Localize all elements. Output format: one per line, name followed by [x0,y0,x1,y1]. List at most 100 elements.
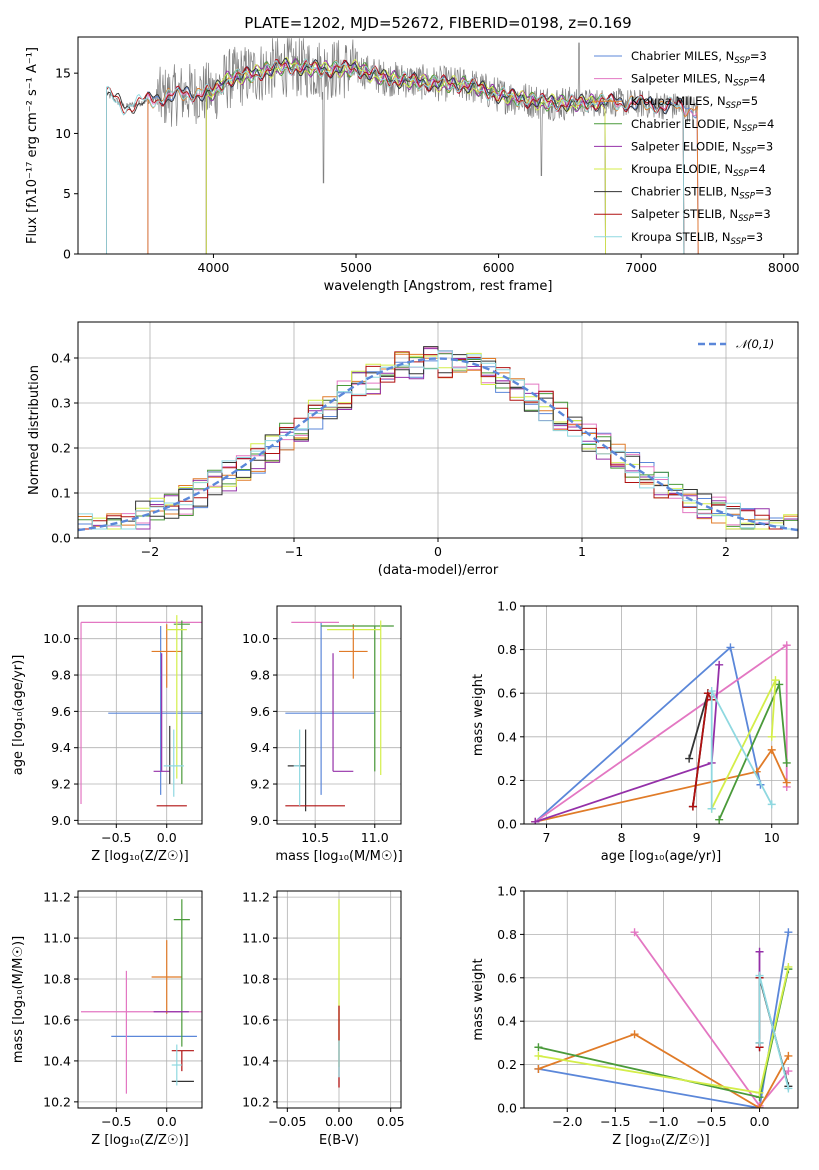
x-tick-label: −2.0 [552,1114,582,1129]
y-tick-label: 10.8 [43,972,71,987]
panel-mass-vs-Z: −0.5 0.0 10.2 10.4 10.6 10.8 11.0 11.2 Z [log₁₀(… [11,890,203,1148]
y-tick-label: 0.4 [497,729,517,744]
weight-marker [630,928,639,937]
x-tick-label: 5000 [340,260,372,275]
y-tick-label: 10.2 [43,1094,71,1109]
weight-marker [707,687,716,696]
axes-frame [276,890,402,1109]
y-tick-label: 10.0 [242,631,270,646]
x-tick-label: 0.05 [377,1114,405,1129]
plot-area [80,615,202,807]
x-tick-label: −1.5 [600,1114,630,1129]
y-tick-label: 10.4 [242,1053,270,1068]
y-tick-label: 9.8 [51,668,71,683]
x-tick-label: 10.5 [301,830,329,845]
weight-marker [715,815,724,824]
plot-area [534,928,793,1108]
y-tick-label: 11.2 [242,890,270,905]
model-spectrum [106,58,685,254]
legend-label: Chabrier ELODIE, NSSP=4 [631,117,774,134]
model-spectrum [106,59,685,254]
weight-series [535,748,788,823]
x-tick-label: 8 [618,830,626,845]
observed-spectrum [106,38,699,184]
x-axis-label: Z [log₁₀(Z/Z☉)] [91,849,188,864]
x-tick-label: −0.05 [268,1114,306,1129]
y-tick-label: 0.2 [497,1057,517,1072]
weight-marker [707,804,716,813]
y-axis-label: Flux [fλ10⁻¹⁷ erg cm⁻² s⁻¹ A⁻¹] [25,47,40,244]
y-axis-label: age [log₁₀(age/yr)] [11,655,26,776]
panel-age-vs-mass: 10.5 11.0 9.0 9.2 9.4 9.6 9.8 10.0 mass [log₁₀(M… [242,605,403,864]
weight-series [710,679,777,810]
weight-marker [755,1104,764,1108]
legend-label: Chabrier MILES, NSSP=3 [631,49,767,66]
x-tick-label: 1 [578,544,586,559]
panel-mass-weight-vs-Z: −2.0 −1.5 −1.0 −0.5 0.0 0.0 0.2 0.4 0.6 0.8 1.0 Z [… [471,884,799,1148]
x-axis-label: (data-model)/error [378,563,499,578]
y-tick-label: 9.6 [51,704,71,719]
figure-title: PLATE=1202, MJD=52672, FIBERID=0198, z=0… [244,14,631,32]
axes-frame [523,605,799,825]
x-tick-label: 6000 [483,260,515,275]
weight-marker [771,676,780,685]
weight-marker [775,680,784,689]
y-tick-label: 1.0 [497,884,517,899]
y-tick-label: 0.4 [497,1014,517,1029]
x-axis-label: age [log₁₀(age/yr)] [601,849,722,864]
weight-marker [784,1084,793,1093]
legend-label: 𝒩(0,1) [736,337,774,351]
weight-marker [767,745,776,754]
y-axis-label: mass weight [471,674,486,756]
axes-frame [276,605,402,825]
legend-label: Kroupa STELIB, NSSP=3 [631,230,763,247]
panel-age-vs-Z: −0.5 0.0 9.0 9.2 9.4 9.6 9.8 10.0 Z [log₁₀(Z/Z☉)… [11,605,203,864]
plot-area [81,899,202,1094]
axes-frame [77,321,799,539]
weight-marker [755,947,764,956]
weight-marker [767,732,776,741]
y-tick-label: 11.0 [43,931,71,946]
axes-frame [77,36,799,255]
y-tick-label: 11.2 [43,890,71,905]
model-spectrum [106,57,685,254]
y-tick-label: 10.4 [43,1053,71,1068]
weight-marker [782,758,791,767]
y-axis-label: mass weight [471,958,486,1040]
weight-marker [755,1088,764,1097]
weight-marker [715,660,724,669]
y-tick-label: 9.2 [51,777,71,792]
x-tick-label: −1.0 [648,1114,678,1129]
x-axis-label: Z [log₁₀(Z/Z☉)] [91,1133,188,1148]
y-axis-label: Normed distribution [27,365,42,495]
y-tick-label: 0.6 [497,970,517,985]
y-tick-label: 0.0 [497,1101,517,1116]
panel-spectrum: 4000 5000 6000 7000 8000 0 5 10 15 wavelength [An… [25,36,800,294]
y-tick-label: 15 [55,66,71,81]
y-tick-label: 10.6 [242,1012,270,1027]
weight-marker [755,971,764,980]
histogram-series [78,350,798,530]
x-tick-label: −0.5 [101,1114,131,1129]
x-tick-label: −2 [141,544,159,559]
legend-label: Kroupa MILES, NSSP=5 [631,94,758,111]
x-axis-label: wavelength [Angstrom, rest frame] [324,279,553,294]
y-tick-label: 9.2 [250,777,270,792]
weight-marker [534,1064,543,1073]
y-tick-label: 10.6 [43,1012,71,1027]
weight-marker [767,800,776,809]
y-tick-label: 0.0 [51,531,71,546]
y-tick-label: 0.0 [497,817,517,832]
panel-residuals: −2 −1 0 1 2 0.0 0.1 0.2 0.3 0.4 (data-model)/error… [27,321,799,578]
weight-marker [782,641,791,650]
y-tick-label: 11.0 [242,931,270,946]
axes-frame [523,890,799,1109]
weight-marker [630,1030,639,1039]
weight-marker [782,778,791,787]
weight-marker [755,1038,764,1047]
y-tick-label: 0.1 [51,486,71,501]
weight-marker [534,1051,543,1060]
model-spectrum [205,56,606,254]
x-axis-label: Z [log₁₀(Z/Z☉)] [612,1133,709,1148]
